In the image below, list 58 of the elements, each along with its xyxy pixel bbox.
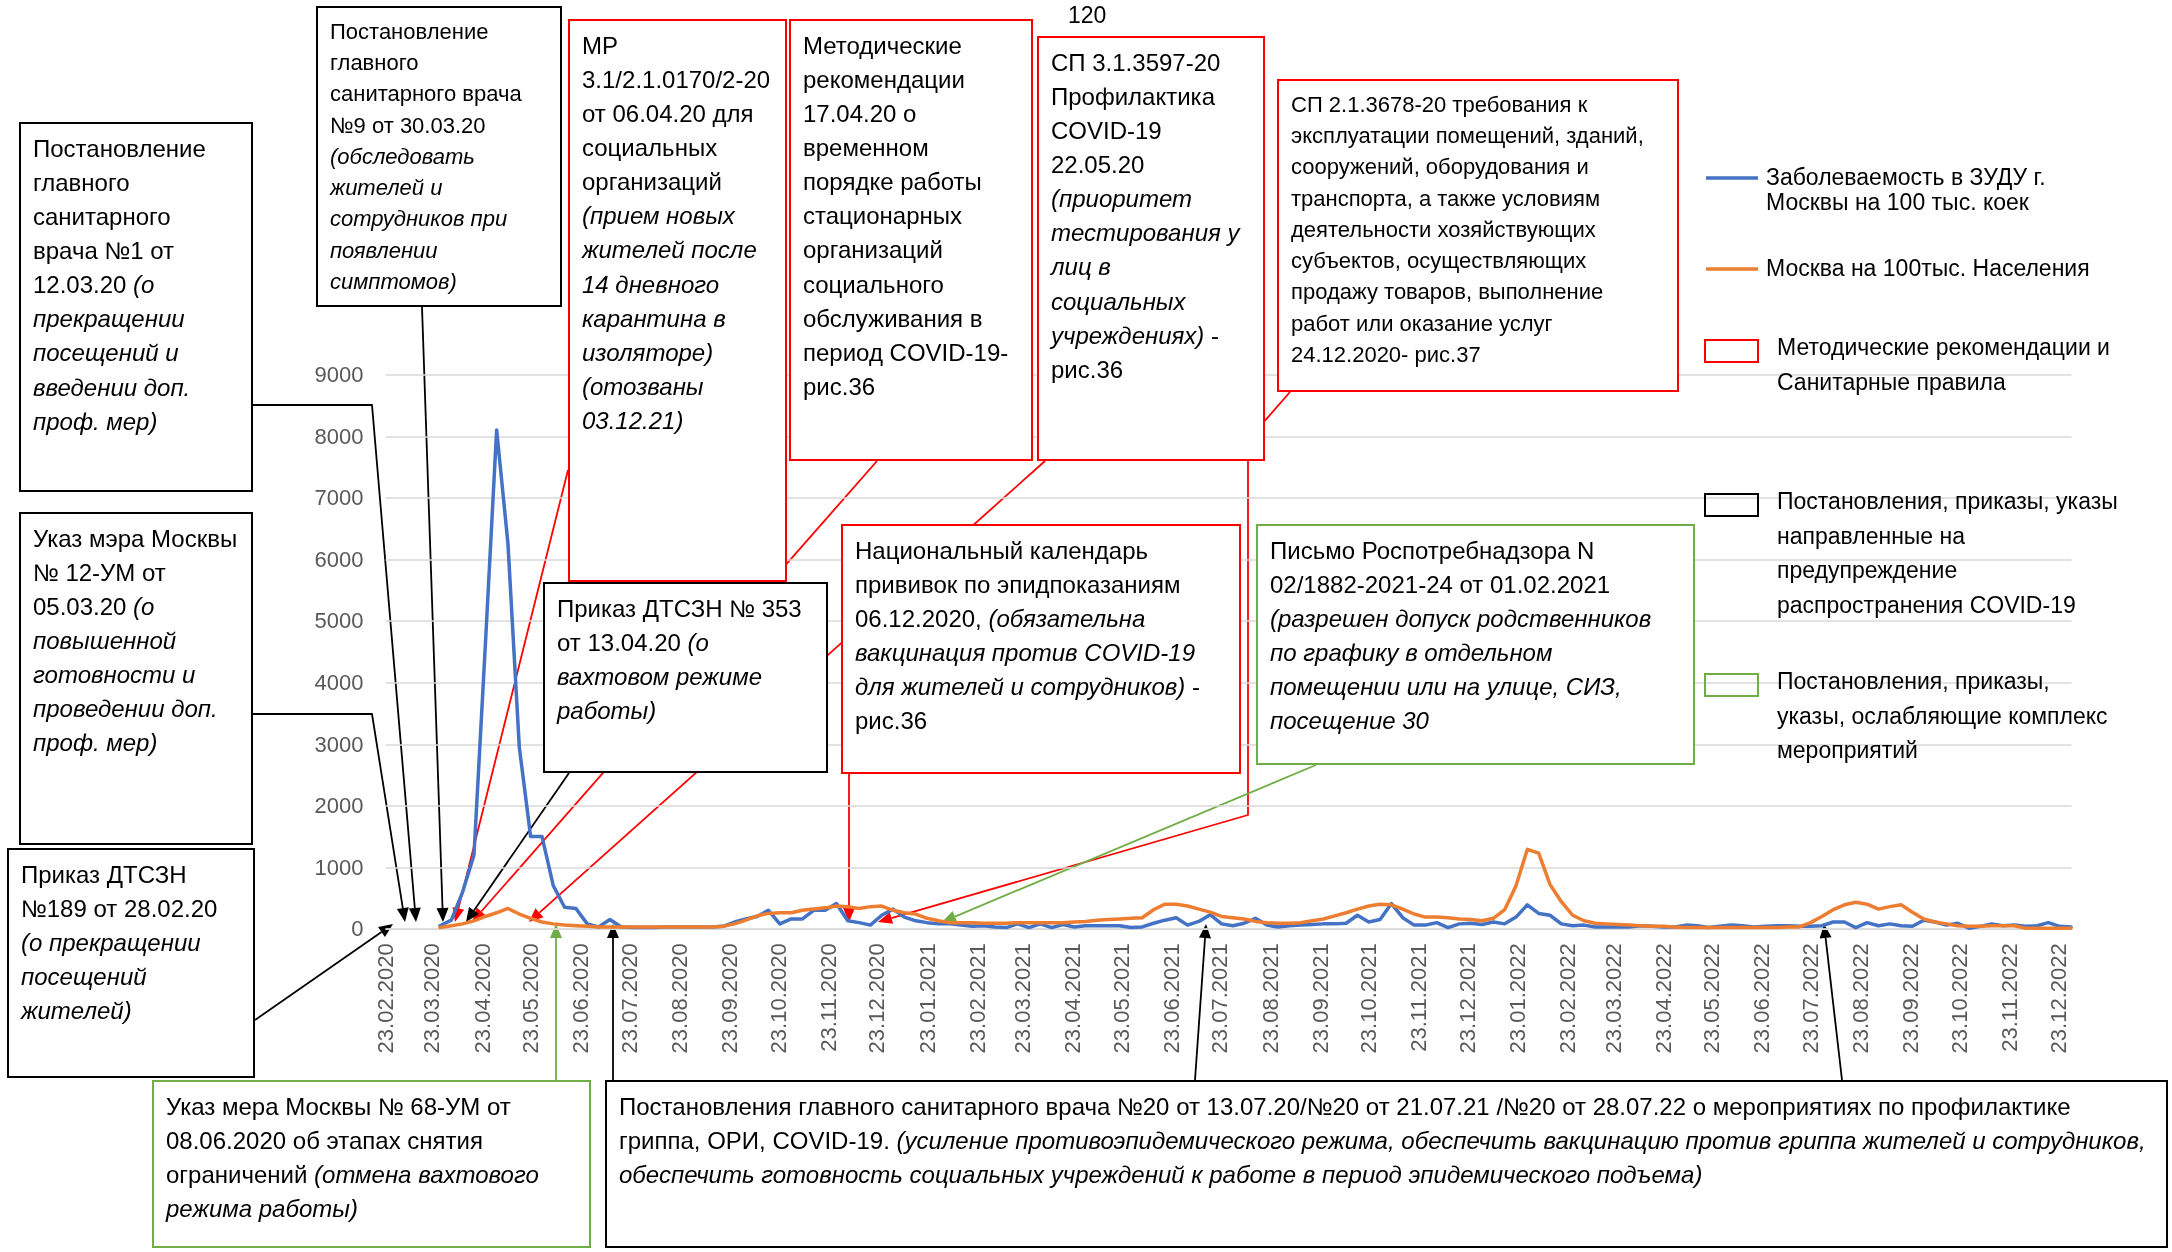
- x-tick-label: 23.01.2022: [1505, 943, 1531, 1054]
- text: 120: [1068, 2, 1107, 29]
- text: МР 3.1/2.1.0170/2-20 от 06.04.20 для социальных организаций (прием новых жителей после 14 дневного карантина в изоляторе) (отозваны 03.12.21): [582, 32, 771, 434]
- x-tick-label: 23.12.2021: [1454, 943, 1480, 1054]
- x-tick-label: 23.11.2021: [1406, 943, 1432, 1052]
- x-tick-label: 23.12.2020: [864, 943, 890, 1054]
- x-tick-label: 23.04.2020: [469, 943, 495, 1054]
- y-tick-label: 9000: [314, 362, 364, 387]
- legend-label: Москва на 100тыс. Населения: [1766, 255, 2090, 281]
- x-tick-label: 23.07.2022: [1798, 943, 1823, 1054]
- y-tick-label: 2000: [314, 793, 364, 819]
- x-tick-label: 23.10.2020: [765, 943, 791, 1054]
- x-tick-label: 23.07.2020: [616, 943, 642, 1054]
- text: Постановление главного санитарного врача №9 от 30.03.20 (обследовать жителей и сотрудников при появлении симптомов): [330, 19, 522, 294]
- y-tick-label: 4000: [314, 669, 364, 695]
- x-tick-label: 23.11.2020: [815, 943, 841, 1052]
- y-tick-label: 3000: [314, 731, 364, 757]
- x-tick-label: 23.09.2022: [1898, 943, 1924, 1054]
- x-tick-label: 23.08.2021: [1257, 943, 1283, 1054]
- x-tick-label: 23.06.2020: [568, 943, 594, 1054]
- text: Методические рекомендации 17.04.20 о временном порядке работы стационарных организаций социального обслуживания в период COVID-19- рис.36: [803, 32, 1009, 400]
- x-tick-label: 23.05.2021: [1108, 943, 1134, 1054]
- y-tick-label: 7000: [314, 485, 364, 511]
- x-tick-label: 23.08.2020: [666, 943, 692, 1054]
- x-tick-label: 23.02.2020: [372, 943, 398, 1054]
- x-tick-label: 23.02.2022: [1555, 943, 1581, 1054]
- x-tick-label: 23.05.2020: [518, 943, 544, 1054]
- x-tick-label: 23.01.2021: [914, 943, 940, 1054]
- x-tick-label: 23.03.2022: [1600, 943, 1626, 1054]
- legend-label: Заболеваемость в ЗУДУ г. Москвы на 100 тыс. коек: [1766, 164, 2046, 215]
- x-tick-label: 23.12.2022: [2045, 943, 2071, 1054]
- x-tick-label: 23.04.2021: [1060, 943, 1086, 1054]
- x-tick-label: 23.07.2021: [1207, 943, 1233, 1054]
- x-tick-label: 23.10.2021: [1356, 943, 1382, 1054]
- annotation: Методические рекомендации и Санитарные правила: [1777, 333, 2111, 397]
- x-tick-label: 23.02.2021: [964, 943, 990, 1054]
- x-tick-label: 23.06.2022: [1749, 943, 1775, 1054]
- x-tick-label: 23.05.2022: [1699, 943, 1725, 1054]
- x-tick-label: 23.03.2021: [1010, 943, 1036, 1054]
- text: СП 2.1.3678-20 требования к эксплуатации помещений, зданий, сооружений, оборудования и транспорта, а также условиям деятельности хозяйствующих субъектов, осуществляющих продажу товаров, выполнение работ или оказание услуг 24.12.2020- рис.37: [1291, 92, 1644, 367]
- x-tick-label: 23.08.2022: [1848, 943, 1874, 1054]
- text: Национальный календарь прививок по эпидпоказаниям 06.12.2020, (обязательна вакцинация против COVID-19 для жителей и сотрудников) - рис.36: [855, 537, 1200, 735]
- text: СП 3.1.3597-20 Профилактика COVID-19 22.05.20 (приоритет тестирования у лиц в социальных учреждениях) - рис.36: [1051, 49, 1240, 383]
- x-tick-label: 23.03.2020: [419, 943, 445, 1054]
- annotation: Постановления, приказы, указы направленные на предупреждение распространения COVID-19: [1777, 487, 2119, 620]
- y-tick-label: 1000: [314, 854, 364, 880]
- y-tick-label: 5000: [314, 608, 364, 634]
- y-tick-label: 6000: [314, 546, 364, 572]
- y-tick-label: 8000: [314, 423, 364, 449]
- x-tick-label: 23.04.2022: [1650, 943, 1676, 1054]
- annotation: Постановления, приказы, указы, ослабляющие комплекс мероприятий: [1777, 667, 2109, 765]
- x-tick-label: 23.10.2022: [1946, 943, 1972, 1054]
- x-tick-label: 23.06.2021: [1158, 943, 1184, 1054]
- x-tick-label: 23.09.2020: [717, 943, 743, 1054]
- y-tick-label: 0: [351, 916, 364, 942]
- text: Постановление главного санитарного врача №1 от 12.03.20 (о прекращении посещений и введении доп. проф. мер): [33, 135, 206, 435]
- x-tick-label: 23.09.2021: [1307, 943, 1333, 1054]
- x-tick-label: 23.11.2022: [1997, 943, 2023, 1052]
